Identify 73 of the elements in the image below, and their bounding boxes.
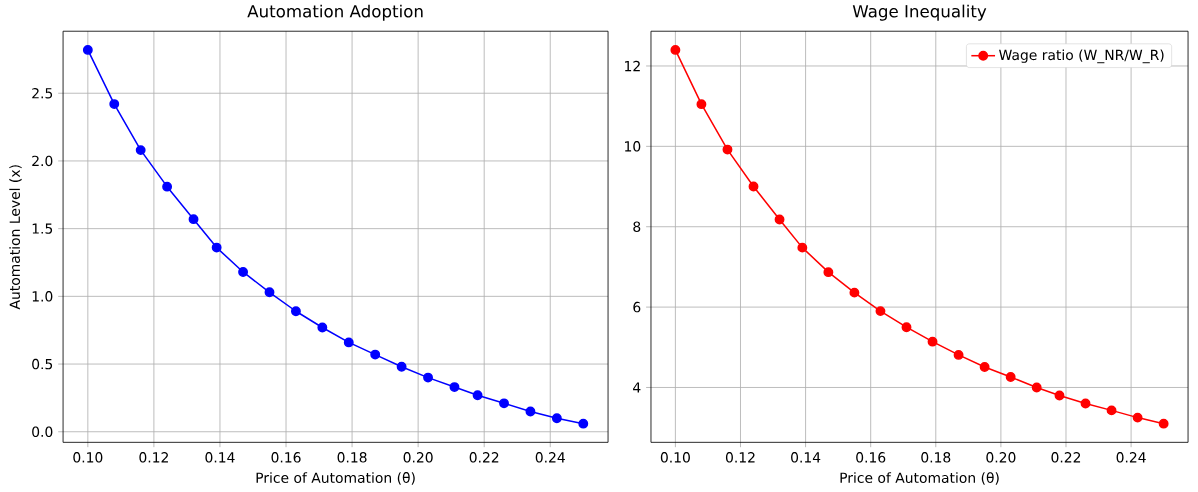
point xyxy=(1005,371,1016,382)
x-tick-label: 0.18 xyxy=(921,451,951,463)
point xyxy=(875,306,886,316)
y-tick-label: 0.5 xyxy=(32,358,53,370)
point xyxy=(551,413,562,424)
x-tick-label: 0.14 xyxy=(205,451,235,463)
point xyxy=(525,406,536,417)
x-tick-label: 0.22 xyxy=(1051,451,1081,463)
y-tick-label: 0.0 xyxy=(32,426,53,437)
x-tick-label: 0.18 xyxy=(337,451,367,463)
point xyxy=(1054,390,1065,401)
point xyxy=(797,242,808,253)
point xyxy=(135,145,146,155)
point xyxy=(1031,382,1042,393)
point xyxy=(1106,405,1117,416)
y-tick-label: 4 xyxy=(633,382,641,393)
point xyxy=(670,44,681,55)
chart-title: Wage Inequality xyxy=(852,4,987,21)
point xyxy=(748,181,759,192)
x-axis-title: Price of Automation (θ) xyxy=(840,472,999,485)
point xyxy=(953,349,964,360)
x-tick-label: 0.12 xyxy=(725,451,755,463)
point xyxy=(211,242,222,253)
x-tick-label: 0.20 xyxy=(403,451,433,463)
y-axis-title: Automation Level (x) xyxy=(9,165,22,310)
point xyxy=(849,287,860,298)
point xyxy=(370,349,381,360)
point xyxy=(722,144,733,155)
y-tick-label: 12 xyxy=(625,60,640,72)
x-tick-label: 0.10 xyxy=(73,451,103,463)
point xyxy=(162,181,173,192)
x-tick-label: 0.16 xyxy=(856,451,886,463)
point xyxy=(188,214,199,224)
y-tick-label: 2.5 xyxy=(32,87,53,99)
legend-label: Wage ratio (W_NR/W_R) xyxy=(999,49,1164,64)
point xyxy=(396,361,407,372)
x-tick-label: 0.10 xyxy=(660,451,690,463)
point xyxy=(1132,412,1143,423)
y-tick-label: 8 xyxy=(633,221,641,232)
point xyxy=(343,337,354,348)
point xyxy=(979,361,990,372)
x-tick-label: 0.20 xyxy=(986,451,1016,463)
x-tick-label: 0.16 xyxy=(271,451,301,463)
point xyxy=(449,382,460,392)
point xyxy=(578,418,589,429)
point xyxy=(317,322,328,333)
point xyxy=(472,390,483,401)
point xyxy=(823,267,834,277)
x-tick-label: 0.24 xyxy=(535,451,565,463)
x-tick-label: 0.24 xyxy=(1116,451,1146,463)
y-tick-label: 1.5 xyxy=(32,223,53,234)
point xyxy=(499,398,509,409)
point xyxy=(774,214,785,225)
y-tick-label: 1.0 xyxy=(32,290,53,302)
point xyxy=(1158,418,1169,429)
x-axis-title: Price of Automation (θ) xyxy=(256,472,415,485)
x-tick-label: 0.14 xyxy=(791,451,821,463)
x-tick-label: 0.12 xyxy=(139,451,168,463)
point xyxy=(109,99,120,109)
point xyxy=(696,99,707,109)
y-tick-label: 10 xyxy=(625,140,641,152)
chart-title: Automation Adoption xyxy=(247,4,423,21)
point xyxy=(238,266,249,277)
point xyxy=(927,336,938,347)
point xyxy=(264,287,275,298)
point xyxy=(82,44,93,55)
x-tick-label: 0.22 xyxy=(469,451,499,463)
point xyxy=(901,322,912,333)
y-tick-label: 2.0 xyxy=(32,155,53,167)
point xyxy=(290,306,301,317)
point xyxy=(1080,398,1091,409)
point xyxy=(423,372,433,383)
y-tick-label: 6 xyxy=(633,301,641,313)
